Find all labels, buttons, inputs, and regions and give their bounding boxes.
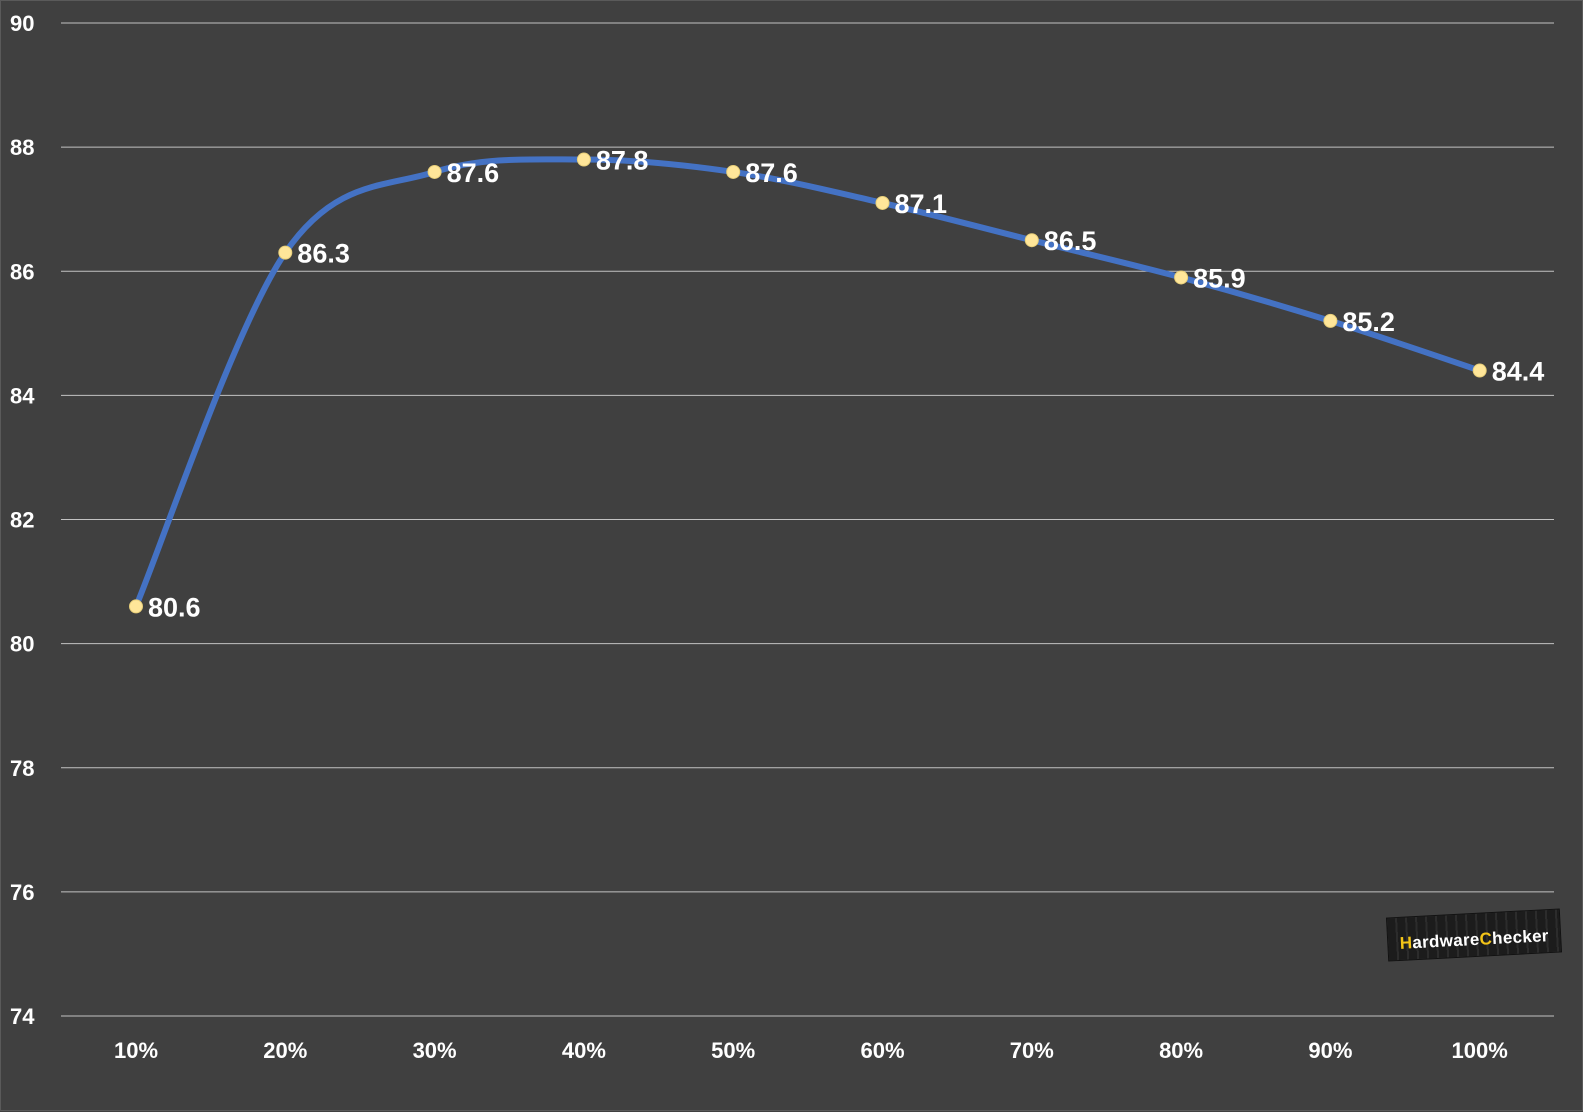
x-tick-label: 70% <box>1010 1038 1054 1063</box>
data-label: 86.5 <box>1044 226 1097 256</box>
y-axis-ticks: 74 76 78 80 82 84 86 88 90 <box>10 11 35 1029</box>
series-line <box>133 156 1483 610</box>
x-axis-ticks: 10% 20% 30% 40% 50% 60% 70% 80% 90% 100% <box>114 1038 1508 1063</box>
y-tick-label: 86 <box>10 259 34 284</box>
data-label: 80.6 <box>148 592 201 622</box>
data-label: 84.4 <box>1492 357 1545 387</box>
y-tick-label: 84 <box>10 383 35 408</box>
data-label: 87.6 <box>447 158 500 188</box>
y-tick-label: 88 <box>10 135 34 160</box>
data-point <box>1472 363 1487 378</box>
data-label: 85.9 <box>1193 263 1246 293</box>
x-tick-label: 50% <box>711 1038 755 1063</box>
x-tick-label: 60% <box>860 1038 904 1063</box>
x-tick-label: 90% <box>1308 1038 1352 1063</box>
data-point <box>1323 313 1338 328</box>
data-label: 87.6 <box>745 158 798 188</box>
y-tick-label: 90 <box>10 11 34 36</box>
data-label: 86.3 <box>297 239 350 269</box>
data-point <box>576 152 591 167</box>
data-point <box>1174 270 1189 285</box>
data-point <box>726 164 741 179</box>
data-point <box>129 599 143 614</box>
x-tick-label: 20% <box>263 1038 307 1063</box>
y-tick-label: 82 <box>10 508 34 533</box>
y-tick-label: 74 <box>10 1004 35 1029</box>
y-tick-label: 78 <box>10 756 34 781</box>
data-label: 87.1 <box>895 189 948 219</box>
x-tick-label: 10% <box>114 1038 158 1063</box>
series-line-layer <box>133 156 1483 610</box>
data-point <box>875 195 890 210</box>
y-tick-label: 80 <box>10 632 34 657</box>
x-tick-label: 30% <box>413 1038 457 1063</box>
data-label: 87.8 <box>596 146 649 176</box>
markers <box>129 152 1487 614</box>
gridlines <box>61 22 1554 1017</box>
x-tick-label: 100% <box>1452 1038 1508 1063</box>
x-tick-label: 80% <box>1159 1038 1203 1063</box>
data-label: 85.2 <box>1342 307 1395 337</box>
data-point <box>1024 233 1039 248</box>
y-tick-label: 76 <box>10 880 34 905</box>
x-tick-label: 40% <box>562 1038 606 1063</box>
data-point <box>427 164 442 179</box>
logo-wordmark: HardwareChecker <box>1399 926 1550 953</box>
hardwarechecker-logo: HardwareChecker <box>1385 908 1563 962</box>
data-point <box>278 245 293 260</box>
data-labels: 80.6 86.3 87.6 87.8 87.6 87.1 86.5 85.9 85.2 84.4 <box>148 146 1544 623</box>
